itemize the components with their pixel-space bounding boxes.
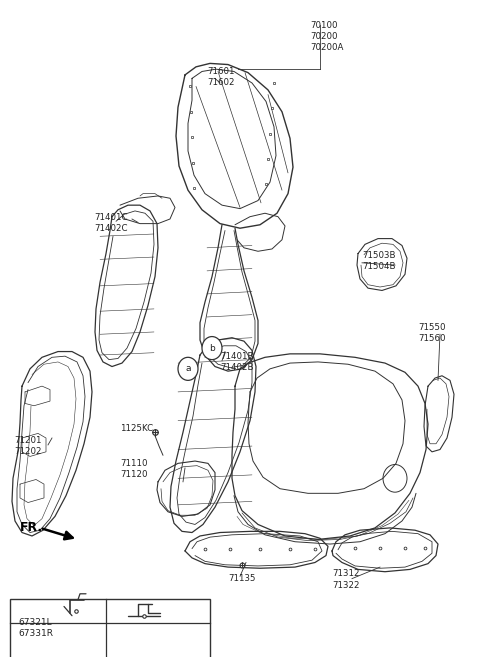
Text: a: a	[185, 365, 191, 373]
Bar	[10, 599, 210, 657]
Text: 70100
70200
70200A: 70100 70200 70200A	[310, 21, 343, 52]
Text: 71550
71560: 71550 71560	[418, 323, 445, 343]
Text: 71312
71322: 71312 71322	[332, 570, 360, 589]
Text: 71401C
71402C: 71401C 71402C	[94, 214, 128, 233]
Text: 1125KC: 1125KC	[120, 424, 153, 433]
Text: b: b	[209, 344, 215, 353]
Text: 71401B
71402B: 71401B 71402B	[220, 351, 253, 372]
Text: 71201
71202: 71201 71202	[14, 436, 41, 456]
Circle shape	[178, 357, 198, 380]
Circle shape	[202, 336, 222, 359]
Text: 71601
71602: 71601 71602	[207, 67, 235, 87]
Text: 71503B
71504B: 71503B 71504B	[362, 251, 396, 271]
Text: 67321L
67331R: 67321L 67331R	[18, 618, 53, 639]
Text: FR.: FR.	[20, 522, 43, 534]
Circle shape	[383, 464, 407, 492]
Text: 71110
71120: 71110 71120	[120, 459, 147, 479]
Text: 71135: 71135	[228, 574, 255, 583]
